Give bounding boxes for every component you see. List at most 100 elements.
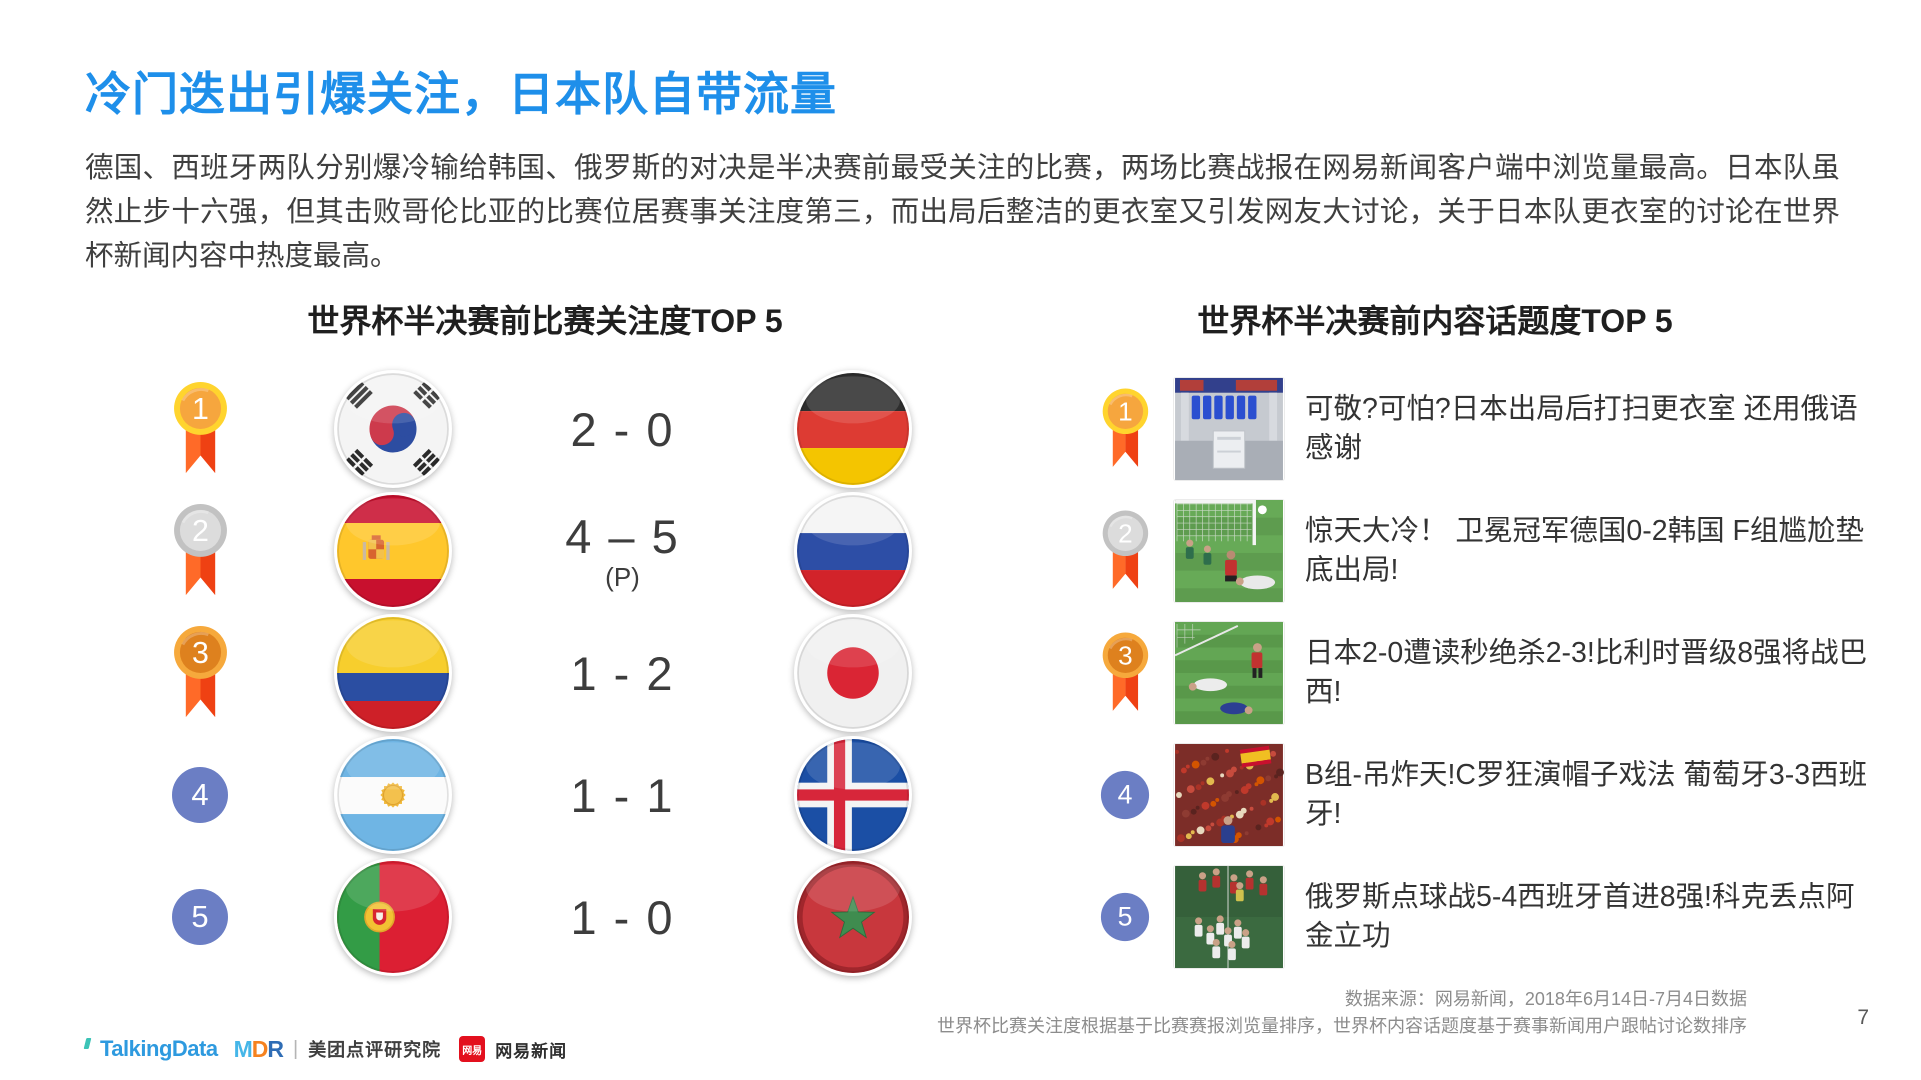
- left-panel-header: 世界杯半决赛前比赛关注度TOP 5: [307, 303, 783, 339]
- medal-bronze-icon: 3: [173, 625, 227, 718]
- score-text: 1 - 2: [570, 646, 675, 700]
- news-headline: 俄罗斯点球战5-4西班牙首进8强!科克丢点阿金立功: [1305, 880, 1855, 952]
- netease-badge-icon: 网易: [459, 1036, 486, 1062]
- news-thumbnail-celebration: [1174, 866, 1284, 968]
- thumbnail-cell: [1173, 744, 1285, 846]
- match-row: 4 1 - 1: [130, 734, 975, 856]
- rank-circle: 5: [1100, 892, 1150, 942]
- thumbnail-cell: [1173, 500, 1285, 602]
- intro-paragraph: 德国、西班牙两队分别爆冷输给韩国、俄罗斯的对决是半决赛前最受关注的比赛，两场比赛…: [85, 152, 1840, 273]
- home-flag-cell: [333, 736, 452, 854]
- logo-divider: |: [292, 1037, 299, 1060]
- away-flag-cell: [793, 736, 912, 854]
- match-score: 2 - 0: [570, 402, 674, 457]
- page-number: 7: [1857, 1006, 1869, 1029]
- news-thumbnail-goal-save: [1174, 500, 1284, 602]
- source-line-2: 世界杯比赛关注度根据基于比赛赛报浏览量排序，世界杯内容话题度基于赛事新闻用户跟帖…: [937, 1016, 1747, 1036]
- match-row: 1 2 - 0: [130, 368, 975, 490]
- flag-iceland: [793, 736, 912, 854]
- rank-cell: 3: [169, 625, 232, 721]
- news-headline: 日本2-0遭读秒绝杀2-3!比利时晋级8强将战巴西!: [1305, 636, 1868, 708]
- topic-row: 2 惊天大冷！ 卫冕冠军德国0-2韩国 F组尴尬垫底出局!: [1093, 490, 1868, 612]
- home-flag-cell: [333, 370, 452, 488]
- rank-cell: 1: [1097, 388, 1152, 471]
- match-row: 5 1 - 0: [130, 856, 975, 978]
- match-score: 1 - 1: [570, 768, 674, 823]
- flag-argentina: [333, 736, 452, 854]
- news-thumbnail-locker-room: [1174, 378, 1284, 480]
- svg-text:1: 1: [1118, 397, 1133, 427]
- away-flag-cell: [793, 858, 912, 976]
- rank-cell: 2: [1097, 510, 1152, 593]
- rank-cell: 5: [172, 889, 228, 945]
- topic-row: 5 俄罗斯点球战5-4西班牙首进8强!科克丢点阿金立功: [1093, 856, 1868, 978]
- thumbnail-cell: [1173, 866, 1285, 968]
- match-row: 3 1 - 2: [130, 612, 975, 734]
- match-row: 2 4 – 5 (P): [130, 490, 975, 612]
- penalty-note: (P): [605, 562, 640, 592]
- flag-spain: [333, 492, 452, 610]
- match-score: 1 - 0: [570, 890, 674, 945]
- thumbnail-cell: [1173, 378, 1285, 480]
- news-headline: 可敬?可怕?日本出局后打扫更衣室 还用俄语感谢: [1305, 392, 1858, 464]
- away-flag-cell: [793, 614, 912, 732]
- away-flag-cell: [793, 492, 912, 610]
- svg-text:1: 1: [192, 393, 209, 426]
- topic-ranking-list: 1 可敬?可怕?日本出局后打扫更衣室 还用俄语感谢 2 惊天大冷！ 卫冕冠军德国…: [1093, 368, 1868, 978]
- meituan-research-logo: 美团点评研究院: [308, 1040, 442, 1060]
- medal-gold-icon: 1: [173, 381, 227, 474]
- rank-cell: 1: [169, 381, 232, 477]
- medal-gold-icon: 1: [1102, 388, 1148, 467]
- home-flag-cell: [333, 492, 452, 610]
- flag-japan: [793, 614, 912, 732]
- topic-row: 3 日本2-0遭读秒绝杀2-3!比利时晋级8强将战巴西!: [1093, 612, 1868, 734]
- svg-text:2: 2: [1118, 519, 1133, 549]
- score-text: 2 - 0: [570, 402, 675, 456]
- rank-circle: 4: [172, 767, 228, 823]
- rank-cell: 4: [1097, 770, 1152, 820]
- match-ranking-list: 1 2 - 0 2 4 – 5 (P): [130, 368, 975, 978]
- medal-silver-icon: 2: [173, 503, 227, 596]
- netease-news-logo: 网易新闻: [495, 1041, 568, 1061]
- rank-cell: 3: [1097, 632, 1152, 715]
- medal-bronze-icon: 3: [1102, 632, 1148, 711]
- match-score: 4 – 5 (P): [565, 509, 680, 593]
- news-headline: 惊天大冷！ 卫冕冠军德国0-2韩国 F组尴尬垫底出局!: [1305, 514, 1864, 586]
- svg-text:3: 3: [192, 637, 209, 670]
- home-flag-cell: [333, 858, 452, 976]
- mdr-logo-text: MDR: [233, 1035, 284, 1062]
- flag-south-korea: [333, 370, 452, 488]
- source-line-1: 数据来源：网易新闻，2018年6月14日-7月4日数据: [1344, 989, 1747, 1009]
- news-thumbnail-fans-crowd: [1174, 744, 1284, 846]
- topic-row: 1 可敬?可怕?日本出局后打扫更衣室 还用俄语感谢: [1093, 368, 1868, 490]
- flag-colombia: [333, 614, 452, 732]
- rank-cell: 4: [172, 767, 228, 823]
- svg-text:2: 2: [192, 515, 209, 548]
- rank-circle: 4: [1100, 770, 1150, 820]
- talkingdata-logo: TalkingData: [100, 1036, 218, 1061]
- news-headline: B组-吊炸天!C罗狂演帽子戏法 葡萄牙3-3西班牙!: [1305, 758, 1868, 830]
- right-panel-header: 世界杯半决赛前内容话题度TOP 5: [1197, 303, 1673, 339]
- score-text: 1 - 1: [570, 768, 675, 822]
- page-title: 冷门迭出引爆关注，日本队自带流量: [85, 68, 837, 120]
- footer-logos: TalkingData MDR | 美团点评研究院 网易 网易新闻: [83, 1034, 568, 1064]
- away-flag-cell: [793, 370, 912, 488]
- rank-cell: 5: [1097, 892, 1152, 942]
- rank-cell: 2: [169, 503, 232, 599]
- medal-silver-icon: 2: [1102, 510, 1148, 589]
- score-text: 4 – 5: [565, 510, 680, 563]
- talkingdata-tick-icon: [83, 1037, 92, 1049]
- flag-portugal: [333, 858, 452, 976]
- home-flag-cell: [333, 614, 452, 732]
- flag-germany: [793, 370, 912, 488]
- news-thumbnail-pile-on-grass: [1174, 622, 1284, 724]
- svg-text:3: 3: [1118, 641, 1133, 671]
- match-score: 1 - 2: [570, 646, 674, 701]
- flag-morocco: [793, 858, 912, 976]
- flag-russia: [793, 492, 912, 610]
- score-text: 1 - 0: [570, 890, 675, 944]
- data-source-note: 数据来源：网易新闻，2018年6月14日-7月4日数据 世界杯比赛关注度根据基于…: [937, 986, 1747, 1040]
- rank-circle: 5: [172, 889, 228, 945]
- topic-row: 4 B组-吊炸天!C罗狂演帽子戏法 葡萄牙3-3西班牙!: [1093, 734, 1868, 856]
